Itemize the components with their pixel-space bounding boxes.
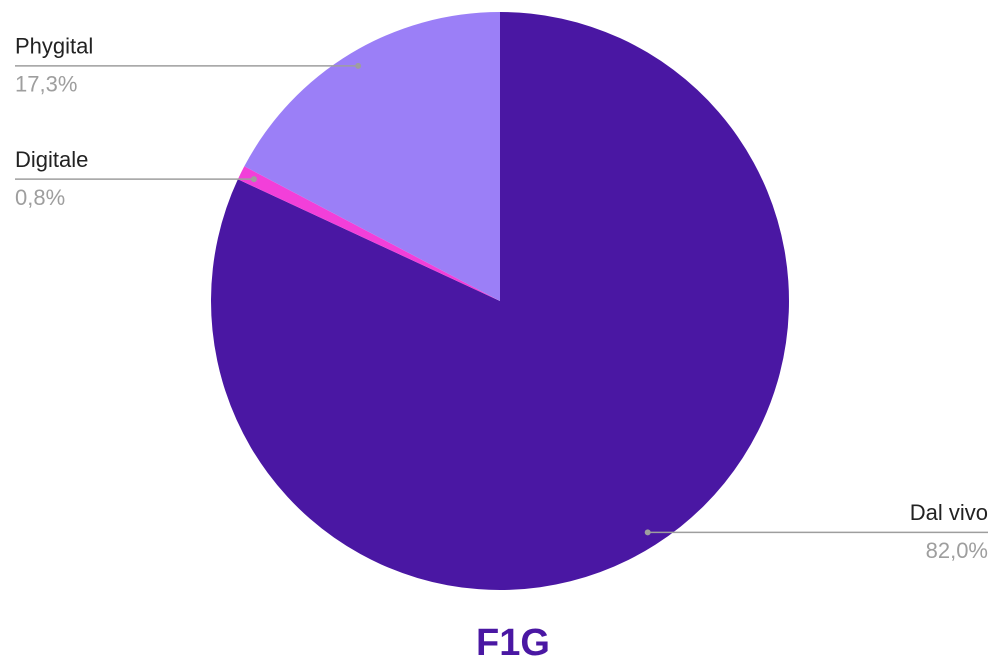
slice-label: Phygital: [15, 34, 93, 59]
chart-title: F1G: [476, 622, 550, 664]
pie-slice: [211, 12, 790, 590]
slice-label: Digitale: [15, 147, 88, 172]
slice-label: Dal vivo: [910, 500, 988, 525]
leader-dot: [250, 176, 257, 183]
slice-value: 17,3%: [15, 72, 77, 97]
pie-slice: [244, 12, 500, 301]
slice-value: 0,8%: [15, 185, 65, 210]
pie-slice: [237, 166, 500, 301]
slice-value: 82,0%: [926, 538, 988, 563]
leader-dot: [644, 529, 651, 536]
leader-dot: [355, 62, 362, 69]
